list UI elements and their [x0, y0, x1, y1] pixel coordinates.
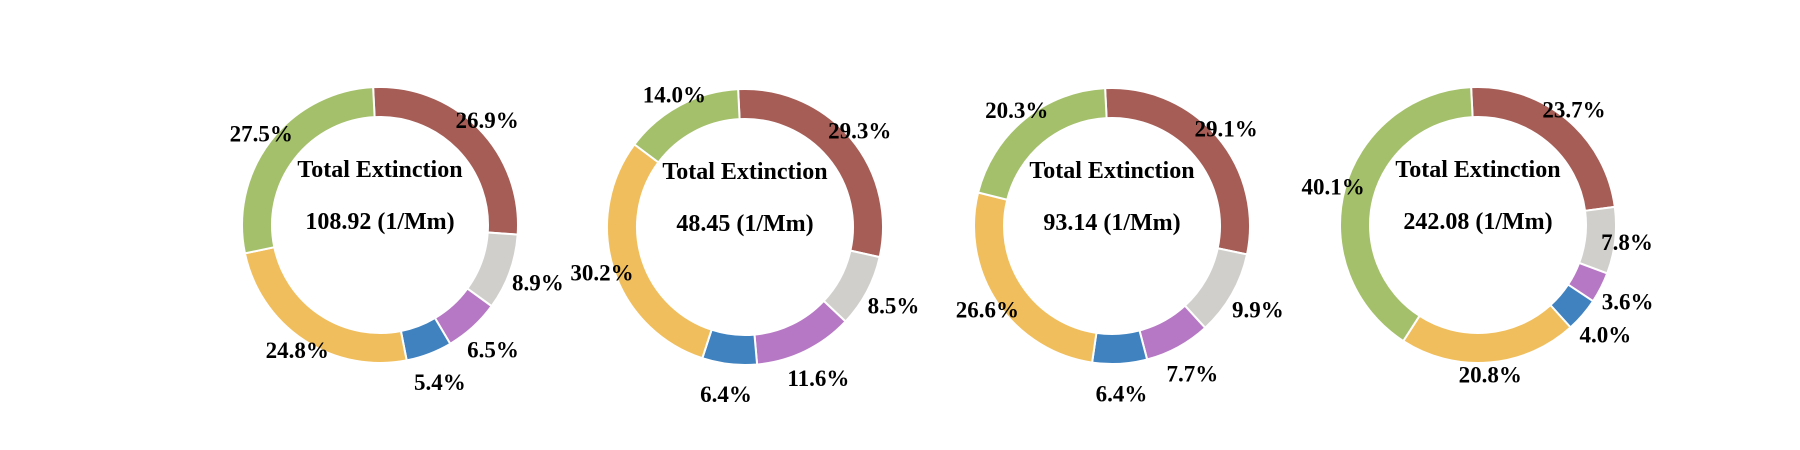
donut-slice	[1401, 303, 1572, 364]
center-value: 242.08 (1/Mm)	[1403, 209, 1552, 235]
donut-chart-1: 26.9% 8.9% 6.5%5.4% 24.8% 27.5%Total Extinct…	[230, 86, 564, 395]
center-title: Total Extinction	[297, 157, 462, 183]
slice-label: 4.0%	[1580, 323, 1632, 348]
slice-label: 26.6%	[956, 297, 1019, 322]
donut-slice	[633, 88, 741, 164]
slice-label: 20.8%	[1459, 363, 1522, 388]
donut-slice	[1339, 86, 1474, 343]
donut-slice	[976, 87, 1108, 201]
slice-label: 8.9%	[512, 270, 564, 295]
center-value: 108.92 (1/Mm)	[305, 209, 454, 235]
slice-label: 6.5%	[467, 337, 519, 362]
donut-chart-4: 23.7% 7.8% 3.6% 4.0% 20.8% 40.1% Total Extinct…	[1301, 86, 1654, 388]
slice-label: 6.4%	[1096, 382, 1148, 407]
slice-label: 5.4%	[414, 370, 466, 395]
slice-label: 26.9%	[455, 108, 518, 133]
slice-label: 27.5%	[230, 121, 293, 146]
slice-label: 9.9%	[1232, 297, 1284, 322]
slice-label: 29.3%	[828, 118, 891, 143]
donut-chart-3: 29.1% 9.9% 7.7% 6.4% 26.6% 20.3% Total Extinct…	[956, 87, 1284, 407]
slice-label: 3.6%	[1602, 289, 1654, 314]
donut-slice	[241, 86, 376, 255]
slice-label: 6.4%	[700, 382, 752, 407]
slice-label: 8.5%	[868, 294, 920, 319]
donut-chart-2: 29.3% 8.5% 11.6% 6.4% 30.2% 14.0% Total Extinc…	[570, 83, 919, 407]
donut-slice	[1090, 329, 1149, 365]
slice-label: 11.6%	[787, 366, 849, 391]
center-title: Total Extinction	[1029, 158, 1194, 184]
slice-label: 29.1%	[1194, 117, 1257, 142]
slice-label: 24.8%	[266, 338, 329, 363]
slice-label: 14.0%	[643, 83, 706, 108]
slice-label: 40.1%	[1301, 174, 1364, 199]
slice-label: 20.3%	[985, 98, 1048, 123]
slice-label: 7.8%	[1601, 230, 1653, 255]
slice-label: 23.7%	[1542, 98, 1605, 123]
center-title: Total Extinction	[662, 159, 827, 185]
slice-label: 7.7%	[1167, 361, 1219, 386]
center-value: 93.14 (1/Mm)	[1043, 210, 1180, 236]
center-value: 48.45 (1/Mm)	[676, 211, 813, 237]
donut-slice	[753, 299, 847, 366]
center-title: Total Extinction	[1395, 157, 1560, 183]
slice-label: 30.2%	[570, 260, 633, 285]
